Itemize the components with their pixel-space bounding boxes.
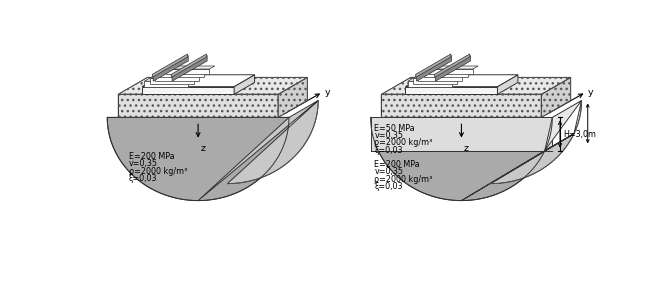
Polygon shape [416, 55, 451, 81]
Polygon shape [541, 77, 571, 117]
Polygon shape [150, 75, 199, 78]
Text: y: y [587, 88, 593, 97]
Polygon shape [166, 69, 209, 74]
Polygon shape [413, 75, 462, 78]
Polygon shape [142, 75, 255, 87]
Text: ρ=2000 kg/m³: ρ=2000 kg/m³ [374, 175, 433, 184]
Polygon shape [145, 81, 188, 87]
Polygon shape [118, 94, 278, 117]
Polygon shape [405, 75, 518, 87]
Polygon shape [118, 77, 308, 94]
Polygon shape [429, 66, 478, 69]
Text: ξ=0,03: ξ=0,03 [374, 182, 403, 191]
Text: ξ=0,03: ξ=0,03 [374, 145, 403, 154]
Polygon shape [234, 75, 255, 94]
Polygon shape [418, 72, 467, 75]
Polygon shape [424, 69, 473, 72]
Polygon shape [371, 117, 552, 151]
Polygon shape [145, 78, 193, 81]
Polygon shape [416, 54, 451, 77]
Polygon shape [436, 55, 471, 81]
Polygon shape [155, 75, 199, 81]
Polygon shape [381, 94, 541, 117]
Polygon shape [152, 54, 187, 77]
Text: z: z [464, 144, 469, 153]
Polygon shape [381, 77, 571, 94]
Text: v=0,35: v=0,35 [129, 159, 158, 168]
Text: H=3,0m: H=3,0m [563, 130, 596, 139]
Polygon shape [155, 72, 204, 75]
Text: ρ=2000 kg/m³: ρ=2000 kg/m³ [374, 138, 433, 147]
Text: ξ=0,03: ξ=0,03 [129, 174, 157, 183]
Text: v=0,35: v=0,35 [374, 167, 403, 176]
Polygon shape [278, 77, 308, 117]
Text: z: z [201, 144, 205, 153]
Polygon shape [461, 134, 574, 201]
Text: ρ=2000 kg/m³: ρ=2000 kg/m³ [129, 167, 187, 176]
Polygon shape [166, 66, 214, 69]
Polygon shape [429, 69, 473, 74]
Text: y: y [324, 88, 330, 97]
Polygon shape [413, 78, 457, 84]
Polygon shape [172, 54, 207, 77]
Polygon shape [424, 72, 467, 77]
Polygon shape [198, 100, 318, 201]
Polygon shape [498, 75, 518, 94]
Polygon shape [418, 75, 462, 81]
Polygon shape [160, 69, 209, 72]
Polygon shape [153, 55, 188, 81]
Polygon shape [172, 55, 207, 81]
Polygon shape [142, 87, 234, 94]
Polygon shape [544, 100, 581, 151]
Text: E=50 MPa: E=50 MPa [374, 124, 415, 133]
Polygon shape [405, 87, 498, 94]
Polygon shape [150, 78, 193, 84]
Polygon shape [160, 72, 204, 77]
Polygon shape [435, 54, 470, 77]
Text: v=0,35: v=0,35 [374, 131, 403, 140]
Polygon shape [408, 81, 451, 87]
Polygon shape [378, 151, 544, 201]
Text: E=200 MPa: E=200 MPa [374, 160, 420, 169]
Polygon shape [408, 78, 457, 81]
Polygon shape [107, 117, 289, 201]
Text: E=200 MPa: E=200 MPa [129, 152, 174, 161]
